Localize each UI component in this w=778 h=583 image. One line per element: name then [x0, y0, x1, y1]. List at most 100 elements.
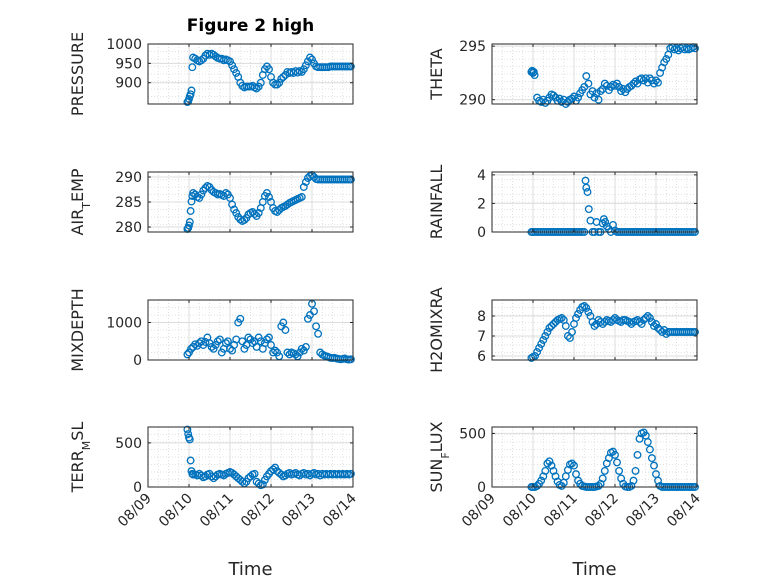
- data-point: [530, 71, 539, 80]
- y-tick-label: 295: [459, 39, 486, 55]
- data-point: [269, 465, 278, 474]
- data-point: [529, 67, 538, 76]
- data-point: [188, 63, 197, 72]
- data-point: [269, 348, 278, 357]
- y-tick-label: 500: [459, 426, 486, 442]
- data-point: [641, 314, 650, 322]
- y-tick-label: 900: [115, 76, 142, 92]
- subplot-3: 290 285 280 AIRTEMP: [68, 168, 355, 236]
- data-point: [291, 350, 300, 359]
- data-point: [582, 72, 591, 81]
- data-point: [191, 340, 200, 349]
- data-point: [283, 200, 292, 209]
- chart-title: Figure 2 high: [187, 16, 315, 36]
- y-tick-label: 7: [477, 329, 486, 345]
- y-tick-label: 290: [459, 93, 486, 109]
- x-tick-label: 08/12: [238, 491, 278, 531]
- x-tick-label: 08/11: [197, 491, 237, 531]
- data-point: [232, 209, 241, 217]
- y-axis-label: TERRMSL: [68, 422, 93, 494]
- data-point: [306, 53, 314, 62]
- data-point: [209, 344, 218, 353]
- data-point: [186, 207, 195, 215]
- data-point: [299, 183, 308, 191]
- data-point: [185, 435, 194, 444]
- y-axis-label: AIRTEMP: [68, 168, 93, 235]
- data-point: [598, 320, 607, 328]
- y-tick-label: 500: [115, 436, 142, 452]
- data-point: [574, 310, 583, 318]
- data-point: [611, 81, 619, 90]
- data-point: [633, 79, 642, 88]
- data-point: [647, 454, 656, 463]
- data-point: [186, 456, 195, 465]
- data-point: [308, 55, 316, 64]
- data-point: [189, 189, 198, 197]
- x-tick-label: 08/11: [541, 491, 581, 531]
- data-point: [582, 304, 591, 312]
- data-point: [535, 344, 544, 352]
- data-point: [541, 466, 550, 475]
- data-point: [539, 336, 548, 344]
- x-axis-label: Time: [227, 559, 272, 580]
- y-tick-label: 950: [115, 56, 142, 72]
- data-point: [549, 320, 558, 328]
- data-point: [531, 352, 539, 360]
- data-point: [543, 328, 552, 336]
- data-point: [273, 80, 282, 89]
- x-tick-label: 08/13: [623, 491, 663, 531]
- data-point: [256, 78, 265, 87]
- data-point: [643, 438, 652, 446]
- y-tick-label: 0: [477, 225, 486, 241]
- y-tick-label: 0: [133, 353, 142, 369]
- data-point: [201, 338, 210, 346]
- data-point: [303, 314, 312, 323]
- data-point: [265, 333, 273, 342]
- data-point: [281, 326, 290, 334]
- data-point: [541, 98, 550, 107]
- data-point: [615, 466, 624, 475]
- x-tick-label: 08/13: [279, 491, 319, 531]
- data-point: [633, 450, 642, 459]
- data-point: [584, 205, 593, 214]
- data-point: [545, 457, 554, 466]
- data-point: [250, 469, 259, 478]
- x-tick-label: 08/10: [156, 491, 196, 531]
- y-axis-label: THETA: [427, 48, 446, 100]
- data-point: [601, 218, 610, 226]
- data-point: [221, 189, 230, 197]
- data-point: [547, 322, 556, 330]
- data-point: [236, 314, 245, 323]
- data-point: [279, 318, 288, 327]
- y-tick-label: 8: [477, 309, 486, 325]
- data-point: [301, 178, 310, 186]
- x-tick-label: 08/14: [320, 490, 360, 530]
- data-point: [545, 324, 554, 332]
- axes-box: [491, 299, 698, 361]
- subplot-4: 4 2 0 RAINFALL: [427, 165, 699, 241]
- data-point: [596, 87, 605, 96]
- data-point: [561, 322, 570, 330]
- data-point: [299, 65, 308, 74]
- data-point: [240, 216, 249, 224]
- data-point: [293, 68, 302, 77]
- data-point: [215, 335, 224, 344]
- data-point: [301, 61, 310, 70]
- subplot-8: 500 0 SUNFLUX 08/09 08/10 08/11 08/12 08/13 08/1…: [427, 421, 704, 580]
- y-tick-label: 285: [115, 195, 142, 211]
- y-axis-label: MIXDEPTH: [68, 288, 87, 371]
- data-point: [645, 445, 654, 454]
- data-point: [652, 320, 660, 328]
- data-point: [594, 95, 603, 104]
- y-tick-label: 2: [477, 196, 486, 212]
- data-point: [541, 332, 550, 340]
- data-point: [238, 477, 247, 486]
- data-point: [570, 461, 578, 470]
- data-point: [262, 189, 271, 197]
- data-point: [549, 91, 558, 100]
- data-point: [533, 348, 542, 356]
- data-point: [230, 65, 239, 74]
- data-point: [584, 79, 593, 88]
- data-point: [635, 318, 644, 326]
- data-point: [598, 474, 607, 483]
